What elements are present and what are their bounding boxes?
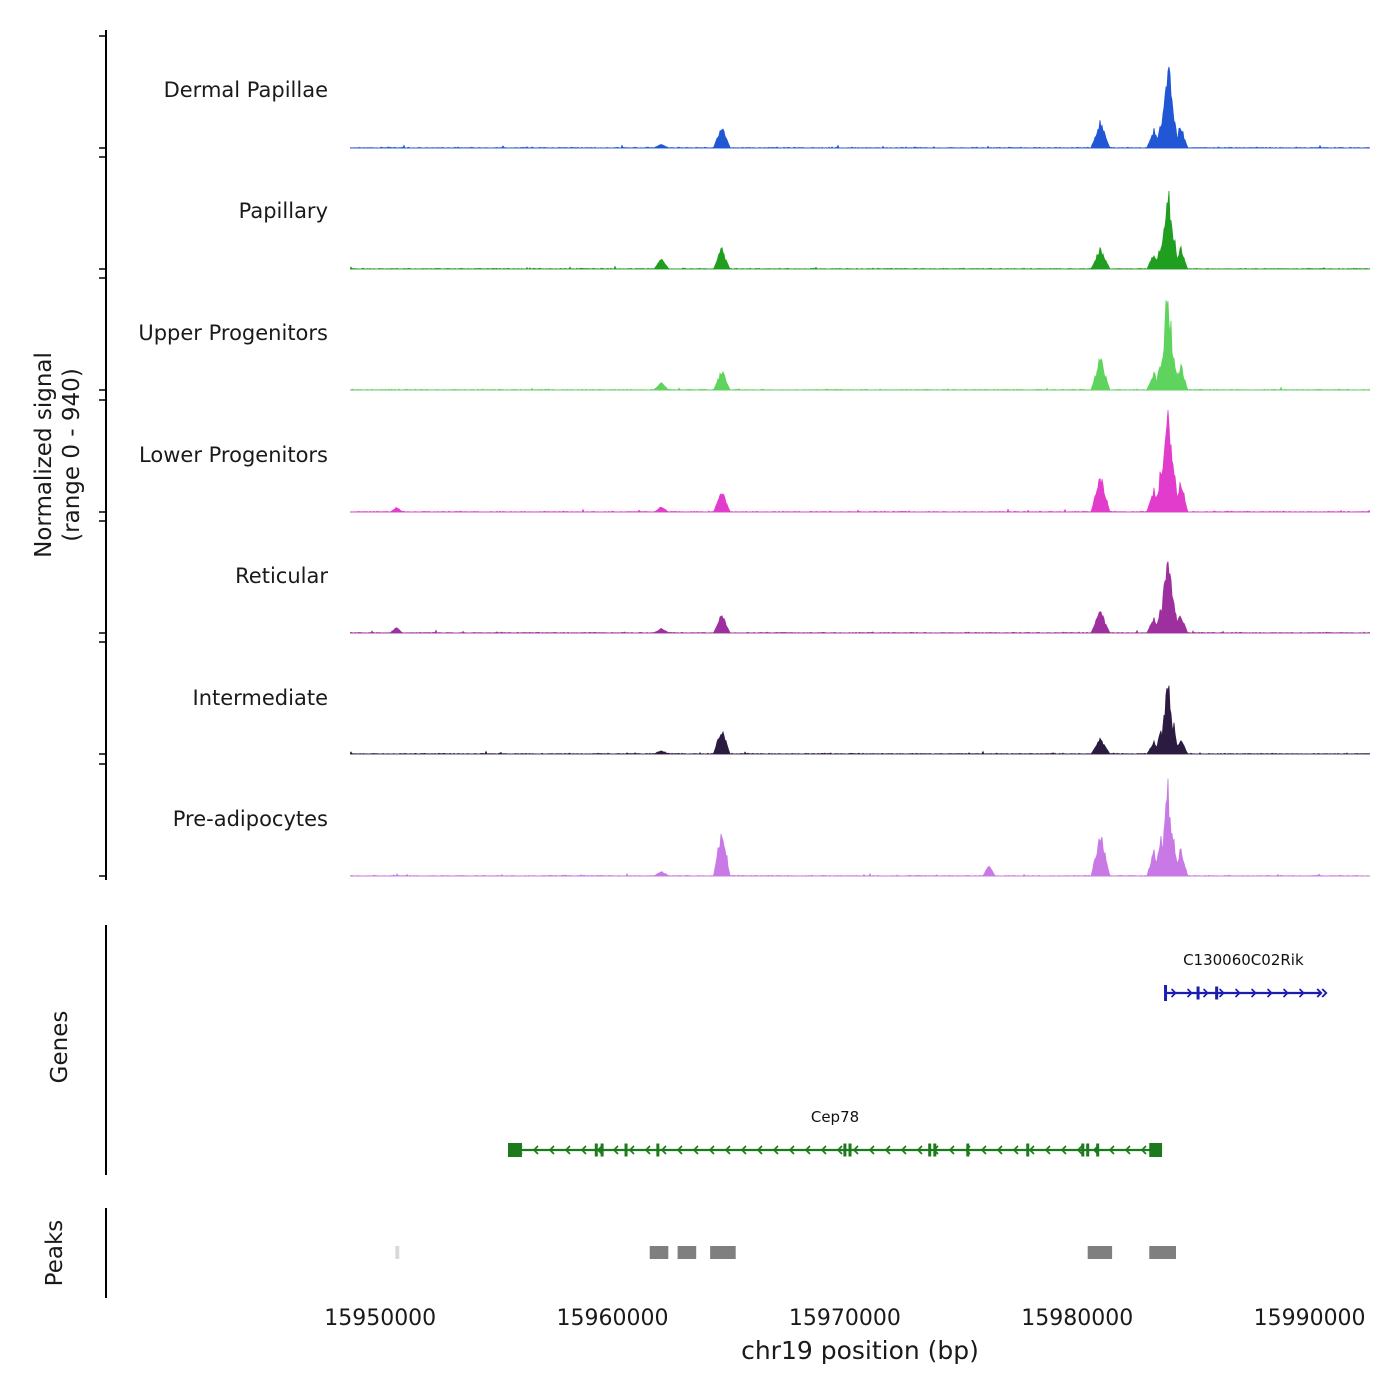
- genes-section-label: Genes: [47, 1010, 73, 1084]
- signal-track-intermediate: [350, 685, 1370, 755]
- x-tick-label-0: 15950000: [324, 1306, 437, 1331]
- signal-track-pre-adipocytes: [350, 778, 1370, 877]
- track-label-papillary: Papillary: [238, 199, 328, 223]
- track-label-upper-progenitors: Upper Progenitors: [138, 321, 328, 345]
- gene-label-c130060c02rik: C130060C02Rik: [1183, 951, 1304, 969]
- x-tick-label-4: 15990000: [1253, 1306, 1366, 1331]
- signal-track-reticular: [350, 561, 1370, 634]
- track-label-lower-progenitors: Lower Progenitors: [139, 443, 328, 467]
- gene-label-cep78: Cep78: [810, 1108, 860, 1126]
- signal-track-papillary: [350, 190, 1370, 270]
- peaks-section-label: Peaks: [42, 1219, 68, 1287]
- signal-track-upper-progenitors: [350, 300, 1370, 391]
- track-label-pre-adipocytes: Pre-adipocytes: [172, 807, 328, 831]
- signal-track-dermal-papillae: [350, 66, 1370, 149]
- track-label-dermal-papillae: Dermal Papillae: [163, 78, 328, 102]
- x-tick-label-3: 15980000: [1021, 1306, 1134, 1331]
- x-tick-label-1: 15960000: [556, 1306, 669, 1331]
- x-tick-label-2: 15970000: [788, 1306, 901, 1331]
- peaks-intervals: [395, 1246, 1176, 1259]
- gene-models: [507, 985, 1328, 1157]
- track-label-reticular: Reticular: [235, 564, 328, 588]
- x-axis-title: chr19 position (bp): [741, 1336, 979, 1365]
- axis-spine: [99, 30, 107, 1298]
- signal-track-lower-progenitors: [350, 410, 1370, 513]
- track-label-intermediate: Intermediate: [192, 686, 329, 710]
